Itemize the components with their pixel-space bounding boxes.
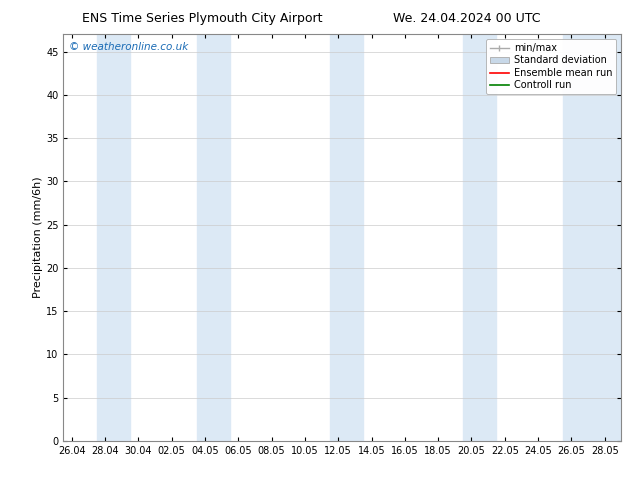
Text: We. 24.04.2024 00 UTC: We. 24.04.2024 00 UTC	[393, 12, 541, 25]
Text: ENS Time Series Plymouth City Airport: ENS Time Series Plymouth City Airport	[82, 12, 323, 25]
Bar	[197, 34, 230, 441]
Bar	[97, 34, 130, 441]
Bar	[563, 34, 630, 441]
Legend: min/max, Standard deviation, Ensemble mean run, Controll run: min/max, Standard deviation, Ensemble me…	[486, 39, 616, 94]
Y-axis label: Precipitation (mm/6h): Precipitation (mm/6h)	[33, 177, 43, 298]
Bar	[463, 34, 496, 441]
Bar	[330, 34, 363, 441]
Text: © weatheronline.co.uk: © weatheronline.co.uk	[69, 43, 188, 52]
